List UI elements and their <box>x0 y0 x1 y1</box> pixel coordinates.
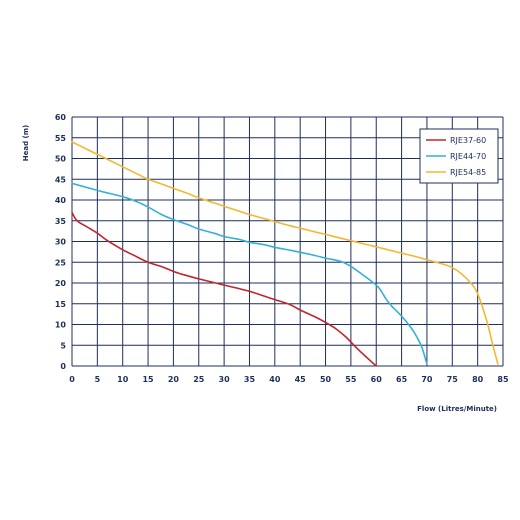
y-tick-label: 30 <box>55 238 67 247</box>
x-tick-label: 50 <box>320 375 332 384</box>
x-tick-label: 80 <box>472 375 484 384</box>
x-tick-label: 5 <box>95 375 101 384</box>
x-tick-label: 70 <box>421 375 433 384</box>
x-axis-title: Flow (Litres/Minute) <box>417 405 497 413</box>
y-tick-label: 50 <box>55 155 67 164</box>
x-tick-label: 65 <box>396 375 408 384</box>
y-tick-label: 0 <box>60 362 66 371</box>
y-tick-label: 20 <box>55 279 67 288</box>
x-tick-label: 85 <box>497 375 509 384</box>
x-tick-label: 20 <box>168 375 180 384</box>
legend: RJE37-60 RJE44-70 RJE54-85 <box>419 128 499 184</box>
x-axis-ticks: 0 5 10 15 20 25 30 35 40 45 50 55 60 65 70 75 80 85 <box>69 375 509 384</box>
x-tick-label: 10 <box>117 375 129 384</box>
legend-label: RJE54-85 <box>450 168 486 177</box>
x-tick-label: 25 <box>193 375 205 384</box>
y-tick-label: 10 <box>55 321 67 330</box>
series-line-rje37-60 <box>71 211 377 367</box>
y-tick-label: 15 <box>55 300 67 309</box>
y-tick-label: 55 <box>55 134 67 143</box>
x-tick-label: 45 <box>295 375 307 384</box>
y-tick-label: 25 <box>55 258 67 267</box>
y-tick-label: 45 <box>55 175 67 184</box>
series-line-rje54-85 <box>71 141 499 365</box>
x-tick-label: 75 <box>447 375 459 384</box>
series-line-rje44-70 <box>71 182 428 365</box>
y-tick-label: 5 <box>60 341 66 350</box>
x-tick-label: 0 <box>69 375 75 384</box>
y-axis-ticks: 0 5 10 15 20 25 30 35 40 45 50 55 60 <box>55 113 67 371</box>
legend-label: RJE44-70 <box>450 152 486 161</box>
x-tick-label: 55 <box>345 375 357 384</box>
y-axis-title: Head (m) <box>22 125 30 161</box>
series-lines <box>71 141 499 367</box>
legend-label: RJE37-60 <box>450 136 486 145</box>
x-tick-label: 15 <box>142 375 154 384</box>
x-tick-label: 35 <box>244 375 256 384</box>
y-tick-label: 40 <box>55 196 67 205</box>
x-tick-label: 30 <box>219 375 231 384</box>
y-tick-label: 60 <box>55 113 67 122</box>
y-tick-label: 35 <box>55 217 67 226</box>
x-tick-label: 40 <box>269 375 281 384</box>
x-tick-label: 60 <box>371 375 383 384</box>
